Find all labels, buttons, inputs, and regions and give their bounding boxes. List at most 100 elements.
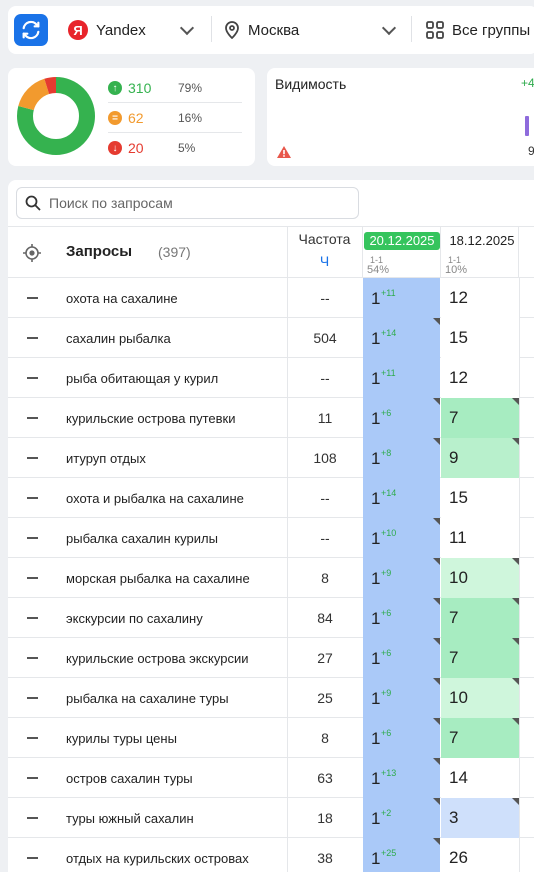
query-text[interactable]: итуруп отдых (66, 450, 146, 466)
collapse-icon[interactable] (27, 297, 38, 299)
collapse-icon[interactable] (27, 457, 38, 459)
divider (287, 227, 288, 278)
visibility-bar (525, 116, 529, 136)
query-text[interactable]: охота на сахалине (66, 290, 178, 306)
url-change-marker-icon (512, 678, 519, 685)
position-cell-current[interactable]: 1 +6 (363, 718, 440, 758)
groups-select[interactable]: Все группы (426, 16, 530, 44)
warning-icon[interactable] (276, 145, 292, 159)
position-cell-previous[interactable]: 26 (441, 838, 519, 872)
collapse-icon[interactable] (27, 737, 38, 739)
target-icon[interactable] (22, 243, 42, 263)
frequency-column-header[interactable]: Частота (298, 231, 351, 247)
position-cell-current[interactable]: 1 +9 (363, 678, 440, 718)
query-text[interactable]: охота и рыбалка на сахалине (66, 490, 244, 506)
query-text[interactable]: курильские острова экскурсии (66, 650, 249, 666)
position-value: 1 (371, 729, 381, 748)
collapse-icon[interactable] (27, 377, 38, 379)
query-text[interactable]: туры южный сахалин (66, 810, 194, 826)
position-cell-current[interactable]: 1 +6 (363, 598, 440, 638)
collapse-icon[interactable] (27, 417, 38, 419)
position-cell-previous[interactable]: 9 (441, 438, 519, 478)
table-row[interactable]: рыбалка на сахалине туры 25 1 +9 10 (8, 678, 534, 718)
divider (287, 438, 288, 478)
position-cell-previous[interactable]: 11 (441, 518, 519, 558)
table-row[interactable]: экскурсии по сахалину 84 1 +6 7 (8, 598, 534, 638)
search-box[interactable] (16, 187, 359, 219)
position-cell-previous[interactable]: 15 (441, 318, 519, 358)
position-cell-previous[interactable]: 3 (441, 798, 519, 838)
position-cell-current[interactable]: 1 +14 (363, 318, 440, 358)
collapse-icon[interactable] (27, 577, 38, 579)
query-text[interactable]: отдых на курильских островах (66, 850, 249, 866)
table-row[interactable]: курильские острова путевки 11 1 +6 7 (8, 398, 534, 438)
position-cell-current[interactable]: 1 +8 (363, 438, 440, 478)
position-cell-previous[interactable]: 7 (441, 598, 519, 638)
sync-button[interactable] (14, 14, 48, 46)
query-text[interactable]: курильские острова путевки (66, 410, 236, 426)
position-cell-previous[interactable]: 10 (441, 558, 519, 598)
position-cell-current[interactable]: 1 +6 (363, 638, 440, 678)
position-cell-current[interactable]: 1 +11 (363, 358, 440, 398)
query-text[interactable]: сахалин рыбалка (66, 330, 171, 346)
position-cell-current[interactable]: 1 +25 (363, 838, 440, 872)
collapse-icon[interactable] (27, 337, 38, 339)
position-cell-current[interactable]: 1 +9 (363, 558, 440, 598)
table-row[interactable]: сахалин рыбалка 504 1 +14 15 (8, 318, 534, 358)
collapse-icon[interactable] (27, 697, 38, 699)
position-cell-previous[interactable]: 15 (441, 478, 519, 518)
query-frequency: -- (320, 370, 330, 386)
collapse-icon[interactable] (27, 777, 38, 779)
position-cell-current[interactable]: 1 +13 (363, 758, 440, 798)
query-text[interactable]: рыбалка сахалин курилы (66, 530, 218, 546)
visibility-card[interactable]: Видимость +4 9 (267, 68, 534, 166)
query-text[interactable]: остров сахалин туры (66, 770, 193, 786)
collapse-icon[interactable] (27, 857, 38, 859)
table-row[interactable]: рыба обитающая у курил -- 1 +11 12 (8, 358, 534, 398)
queries-column-header[interactable]: Запросы (66, 243, 133, 260)
table-row[interactable]: морская рыбалка на сахалине 8 1 +9 10 (8, 558, 534, 598)
position-cell-current[interactable]: 1 +14 (363, 478, 440, 518)
position-cell-previous[interactable]: 12 (441, 358, 519, 398)
divider (519, 798, 520, 838)
table-row[interactable]: итуруп отдых 108 1 +8 9 (8, 438, 534, 478)
query-text[interactable]: рыба обитающая у курил (66, 370, 219, 386)
url-change-marker-icon (433, 598, 440, 605)
collapse-icon[interactable] (27, 537, 38, 539)
query-text[interactable]: курилы туры цены (66, 730, 177, 746)
collapse-icon[interactable] (27, 497, 38, 499)
query-text[interactable]: рыбалка на сахалине туры (66, 690, 229, 706)
date-column-header-current[interactable]: 20.12.2025 (364, 232, 440, 250)
table-row[interactable]: остров сахалин туры 63 1 +13 14 (8, 758, 534, 798)
position-cell-previous[interactable]: 10 (441, 678, 519, 718)
position-cell-current[interactable]: 1 +10 (363, 518, 440, 558)
table-row[interactable]: курильские острова экскурсии 27 1 +6 7 (8, 638, 534, 678)
table-row[interactable]: туры южный сахалин 18 1 +2 3 (8, 798, 534, 838)
search-input[interactable] (49, 195, 349, 211)
table-row[interactable]: охота и рыбалка на сахалине -- 1 +14 15 (8, 478, 534, 518)
position-cell-previous[interactable]: 7 (441, 718, 519, 758)
position-cell-current[interactable]: 1 +2 (363, 798, 440, 838)
search-engine-select[interactable]: Я Yandex (68, 16, 146, 44)
frequency-type-toggle[interactable]: Ч (319, 253, 330, 269)
position-cell-previous[interactable]: 7 (441, 638, 519, 678)
table-row[interactable]: рыбалка сахалин курилы -- 1 +10 11 (8, 518, 534, 558)
collapse-icon[interactable] (27, 657, 38, 659)
region-label: Москва (248, 21, 300, 39)
position-cell-previous[interactable]: 14 (441, 758, 519, 798)
table-row[interactable]: охота на сахалине -- 1 +11 12 (8, 278, 534, 318)
table-row[interactable]: курилы туры цены 8 1 +6 7 (8, 718, 534, 758)
position-cell-current[interactable]: 1 +6 (363, 398, 440, 438)
collapse-icon[interactable] (27, 617, 38, 619)
position-value: 11 (449, 528, 467, 547)
query-text[interactable]: экскурсии по сахалину (66, 610, 203, 626)
position-cell-current[interactable]: 1 +11 (363, 278, 440, 318)
collapse-icon[interactable] (27, 817, 38, 819)
position-cell-previous[interactable]: 7 (441, 398, 519, 438)
query-text[interactable]: морская рыбалка на сахалине (66, 570, 250, 586)
position-cell-previous[interactable]: 12 (441, 278, 519, 318)
date-column-header-previous[interactable]: 18.12.2025 (449, 233, 515, 248)
region-select[interactable]: Москва (224, 16, 299, 44)
table-row[interactable]: отдых на курильских островах 38 1 +25 26 (8, 838, 534, 872)
position-delta: +13 (381, 768, 397, 778)
